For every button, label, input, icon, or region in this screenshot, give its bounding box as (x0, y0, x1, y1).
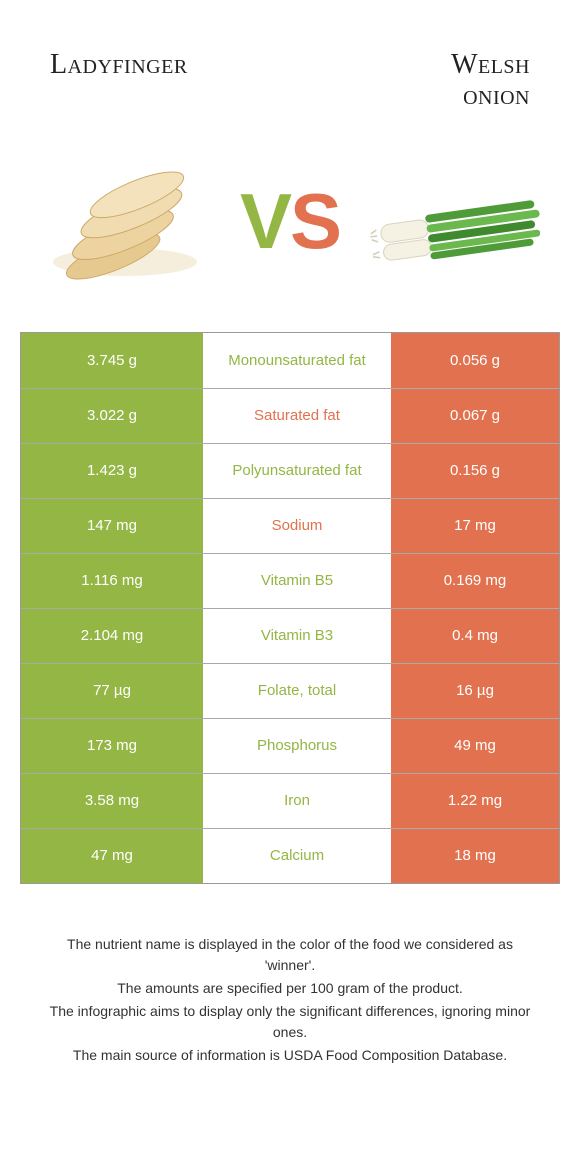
value-right: 0.4 mg (391, 609, 559, 663)
value-right: 0.156 g (391, 444, 559, 498)
value-right: 0.067 g (391, 389, 559, 443)
value-left: 1.423 g (21, 444, 203, 498)
table-row: 1.423 gPolyunsaturated fat0.156 g (21, 443, 559, 498)
footer-line-3: The infographic aims to display only the… (40, 1001, 540, 1043)
value-right: 49 mg (391, 719, 559, 773)
nutrient-name: Phosphorus (203, 719, 391, 773)
table-row: 3.745 gMonounsaturated fat0.056 g (21, 333, 559, 388)
nutrient-name: Folate, total (203, 664, 391, 718)
table-row: 47 mgCalcium18 mg (21, 828, 559, 883)
value-right: 1.22 mg (391, 774, 559, 828)
table-row: 173 mgPhosphorus49 mg (21, 718, 559, 773)
value-right: 0.056 g (391, 333, 559, 388)
nutrient-name: Saturated fat (203, 389, 391, 443)
value-left: 1.116 mg (21, 554, 203, 608)
header: Ladyfinger Welsh onion (0, 0, 580, 132)
value-left: 173 mg (21, 719, 203, 773)
nutrient-name: Vitamin B3 (203, 609, 391, 663)
value-left: 47 mg (21, 829, 203, 883)
nutrient-name: Vitamin B5 (203, 554, 391, 608)
value-left: 3.58 mg (21, 774, 203, 828)
table-row: 3.022 gSaturated fat0.067 g (21, 388, 559, 443)
nutrient-name: Iron (203, 774, 391, 828)
title-right: Welsh onion (451, 50, 530, 112)
value-left: 3.022 g (21, 389, 203, 443)
value-left: 3.745 g (21, 333, 203, 388)
value-right: 16 µg (391, 664, 559, 718)
vs-v: V (240, 176, 290, 267)
table-row: 3.58 mgIron1.22 mg (21, 773, 559, 828)
footer-line-1: The nutrient name is displayed in the co… (40, 934, 540, 976)
value-left: 2.104 mg (21, 609, 203, 663)
value-right: 18 mg (391, 829, 559, 883)
title-right-line1: Welsh (451, 49, 530, 80)
ladyfinger-image (40, 157, 210, 287)
table-row: 147 mgSodium17 mg (21, 498, 559, 553)
welsh-onion-image (370, 157, 540, 287)
footer-line-2: The amounts are specified per 100 gram o… (40, 978, 540, 999)
footer-notes: The nutrient name is displayed in the co… (0, 884, 580, 1066)
nutrient-name: Calcium (203, 829, 391, 883)
title-right-line2: onion (463, 80, 530, 111)
vs-s: S (290, 176, 340, 267)
table-row: 2.104 mgVitamin B30.4 mg (21, 608, 559, 663)
vs-label: VS (240, 176, 340, 267)
nutrient-name: Monounsaturated fat (203, 333, 391, 388)
hero-row: VS (0, 132, 580, 332)
nutrient-name: Sodium (203, 499, 391, 553)
table-row: 77 µgFolate, total16 µg (21, 663, 559, 718)
value-right: 0.169 mg (391, 554, 559, 608)
footer-line-4: The main source of information is USDA F… (40, 1045, 540, 1066)
value-left: 77 µg (21, 664, 203, 718)
value-right: 17 mg (391, 499, 559, 553)
value-left: 147 mg (21, 499, 203, 553)
table-row: 1.116 mgVitamin B50.169 mg (21, 553, 559, 608)
title-left: Ladyfinger (50, 50, 188, 112)
nutrient-table: 3.745 gMonounsaturated fat0.056 g3.022 g… (20, 332, 560, 884)
nutrient-name: Polyunsaturated fat (203, 444, 391, 498)
